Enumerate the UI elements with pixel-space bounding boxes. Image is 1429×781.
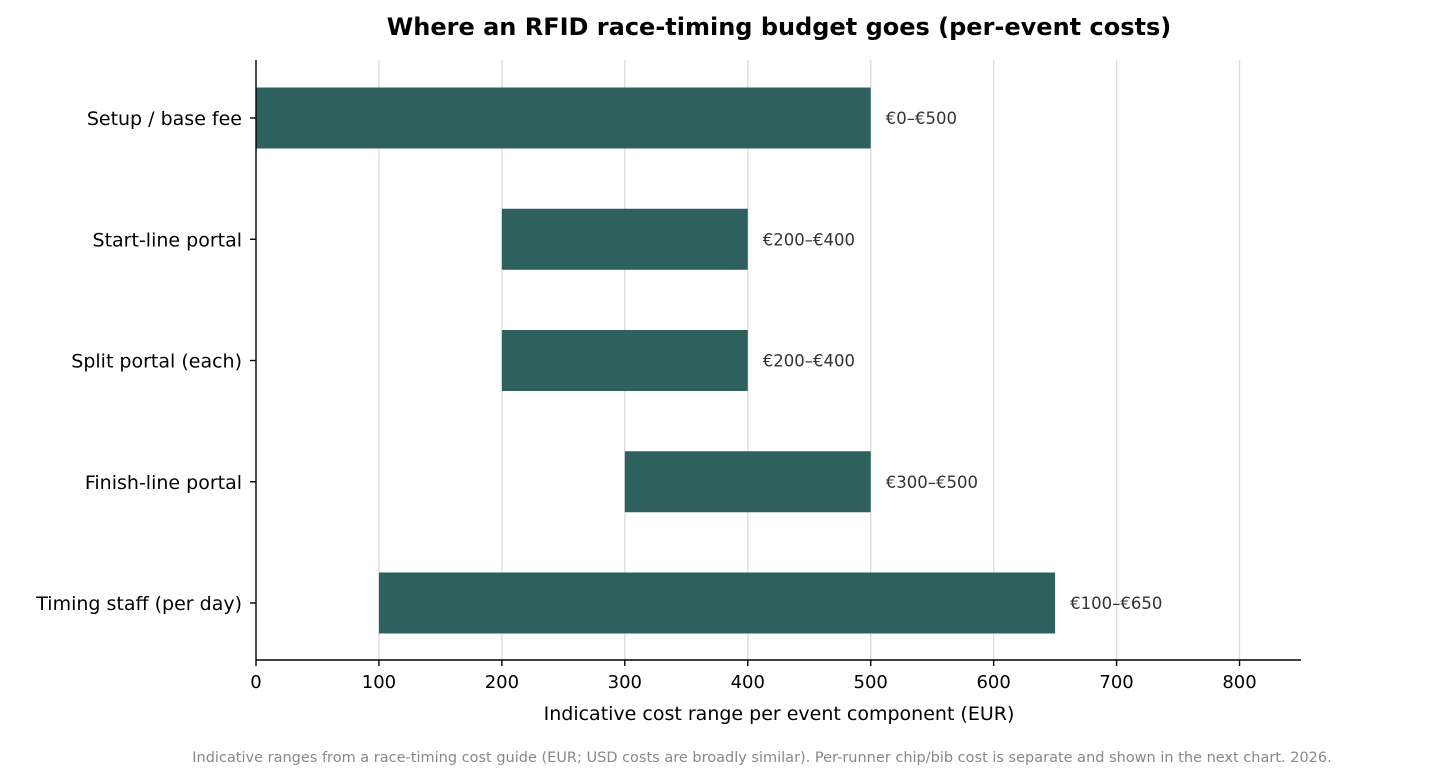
category-label: Finish-line portal <box>85 472 242 494</box>
category-label: Split portal (each) <box>71 351 242 373</box>
bar <box>501 330 748 391</box>
x-axis-ticks: 0 100 200 300 400 500 600 700 800 <box>250 660 1257 693</box>
x-axis-label: Indicative cost range per event componen… <box>544 703 1015 725</box>
range-label: €100–€650 <box>1070 594 1162 613</box>
range-label: €300–€500 <box>886 473 978 492</box>
bar <box>624 451 871 513</box>
bar <box>256 87 871 149</box>
bars <box>256 87 1056 634</box>
x-tick-label: 400 <box>731 672 765 693</box>
bar <box>501 208 748 270</box>
x-tick-label: 200 <box>485 672 519 693</box>
category-label: Timing staff (per day) <box>35 593 242 615</box>
data-labels: €0–€500 €200–€400 €200–€400 €300–€500 €100–€… <box>763 109 1163 613</box>
x-tick-label: 700 <box>1099 672 1133 693</box>
x-tick-label: 500 <box>854 672 888 693</box>
range-label: €200–€400 <box>763 352 855 371</box>
category-label: Start-line portal <box>93 229 242 251</box>
x-tick-label: 100 <box>362 672 396 693</box>
x-tick-label: 300 <box>608 672 642 693</box>
x-tick-label: 0 <box>250 672 261 693</box>
category-label: Setup / base fee <box>87 108 242 130</box>
chart-title: Where an RFID race-timing budget goes (p… <box>387 13 1171 41</box>
footnote: Indicative ranges from a race-timing cos… <box>192 750 1331 766</box>
x-tick-label: 600 <box>976 672 1010 693</box>
y-axis-ticks: Setup / base fee Start-line portal Split p… <box>35 108 256 615</box>
range-label: €200–€400 <box>763 230 855 249</box>
range-label: €0–€500 <box>886 109 957 128</box>
bar <box>378 572 1056 634</box>
x-tick-label: 800 <box>1222 672 1256 693</box>
